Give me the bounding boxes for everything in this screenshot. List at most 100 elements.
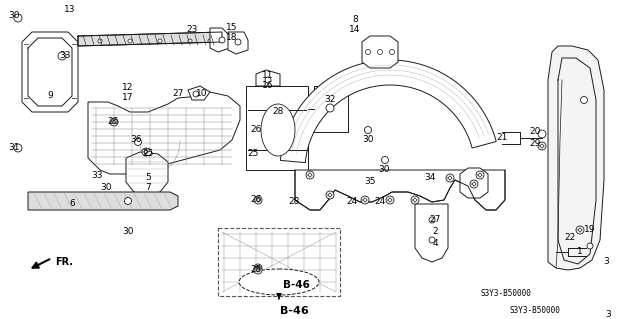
Text: 25: 25 [247,149,259,158]
Circle shape [470,180,478,188]
Text: 17: 17 [122,93,134,102]
Polygon shape [210,28,230,52]
Polygon shape [28,192,178,210]
Polygon shape [548,46,604,270]
Circle shape [14,144,22,152]
Text: 25: 25 [250,265,262,275]
Polygon shape [88,92,240,174]
Text: 5: 5 [145,174,151,182]
Text: 4: 4 [432,240,438,249]
Text: 26: 26 [250,196,262,204]
Text: 28: 28 [288,197,300,206]
Text: 33: 33 [60,51,71,61]
Text: 18: 18 [227,33,237,42]
Text: 28: 28 [272,108,284,116]
Text: 14: 14 [349,26,361,34]
Circle shape [386,196,394,204]
Polygon shape [22,32,78,112]
Text: 8: 8 [352,16,358,25]
Text: 2: 2 [432,227,438,236]
Text: S3Y3-B50000: S3Y3-B50000 [481,290,531,299]
Text: 9: 9 [47,91,53,100]
Text: 36: 36 [131,136,141,145]
Text: 30: 30 [378,166,390,174]
Text: 27: 27 [429,216,441,225]
Circle shape [254,196,262,204]
Circle shape [326,191,334,199]
Circle shape [110,118,118,126]
Text: 32: 32 [324,95,336,105]
Text: 22: 22 [564,234,575,242]
Circle shape [365,127,371,133]
Polygon shape [188,86,210,100]
Ellipse shape [239,269,319,295]
Circle shape [381,157,388,164]
Circle shape [134,138,141,145]
Text: FR.: FR. [55,257,73,267]
Text: 27: 27 [172,88,184,98]
Text: 33: 33 [92,172,103,181]
Circle shape [14,14,22,22]
Circle shape [429,217,435,223]
Circle shape [208,39,212,43]
Circle shape [158,39,162,43]
Circle shape [378,49,383,55]
Text: 19: 19 [584,226,596,234]
Circle shape [254,266,262,274]
Circle shape [145,149,152,155]
Circle shape [576,226,584,234]
Text: 3: 3 [605,310,611,319]
Text: 30: 30 [122,227,134,236]
Text: 10: 10 [196,88,208,98]
Polygon shape [246,86,308,170]
Text: 24: 24 [374,197,386,206]
Polygon shape [228,32,248,54]
Circle shape [98,39,102,43]
Text: 24: 24 [346,197,358,206]
Circle shape [306,171,314,179]
Text: 15: 15 [227,24,237,33]
Text: 21: 21 [496,133,508,143]
Circle shape [587,243,593,249]
Circle shape [128,39,132,43]
Polygon shape [295,170,505,210]
Text: S3Y3-B50000: S3Y3-B50000 [510,306,561,315]
Text: 31: 31 [8,144,20,152]
Circle shape [142,148,150,156]
Text: 11: 11 [262,70,274,79]
Ellipse shape [261,104,295,156]
Text: 23: 23 [186,26,198,34]
Text: 3: 3 [603,257,609,266]
Text: 26: 26 [108,117,118,127]
Text: 12: 12 [122,84,134,93]
Polygon shape [256,70,280,86]
Circle shape [193,91,199,97]
Circle shape [188,39,192,43]
Polygon shape [280,60,496,163]
Circle shape [446,174,454,182]
Text: 35: 35 [364,177,376,187]
Circle shape [411,196,419,204]
Circle shape [476,171,484,179]
Text: 30: 30 [8,11,20,19]
Text: 30: 30 [100,183,112,192]
Circle shape [265,77,271,83]
Text: 1: 1 [577,248,583,256]
Text: 6: 6 [69,199,75,209]
Circle shape [580,97,588,103]
Polygon shape [126,152,168,196]
Circle shape [235,39,241,45]
Polygon shape [362,36,398,68]
Text: 20: 20 [529,128,541,137]
Text: 26: 26 [250,125,262,135]
Circle shape [390,49,394,55]
Circle shape [538,130,546,138]
Circle shape [125,197,131,204]
Text: 34: 34 [424,174,436,182]
Circle shape [361,196,369,204]
Text: B-46: B-46 [280,306,308,316]
Circle shape [219,37,225,43]
Polygon shape [78,32,222,46]
Circle shape [58,52,66,60]
Polygon shape [415,204,448,262]
